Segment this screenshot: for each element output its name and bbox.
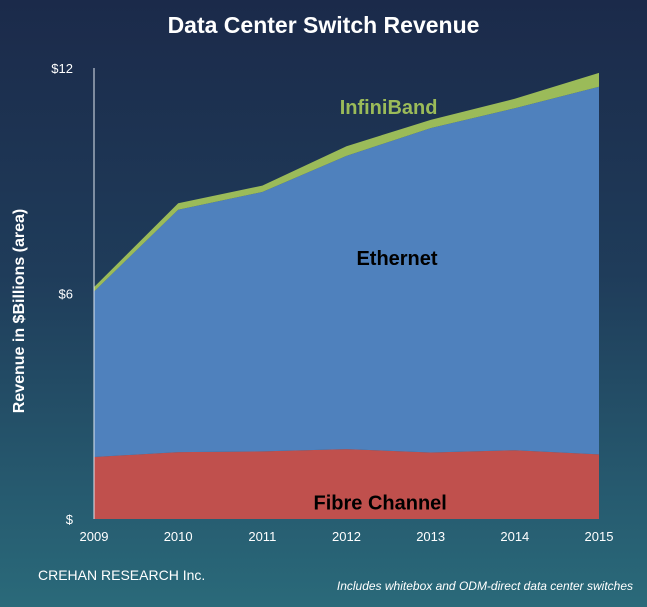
source-credit: CREHAN RESEARCH Inc. xyxy=(38,567,206,583)
x-tick-label: 2009 xyxy=(80,529,109,544)
x-tick-label: 2014 xyxy=(500,529,529,544)
series-label-infiniband: InfiniBand xyxy=(340,97,438,119)
x-tick-label: 2012 xyxy=(332,529,361,544)
y-tick-label: $6 xyxy=(59,287,73,302)
series-label-fibre-channel: Fibre Channel xyxy=(313,493,446,515)
y-tick-labels: $ $6 $12 xyxy=(51,61,73,527)
area-fibre-channel xyxy=(94,449,599,519)
x-tick-label: 2015 xyxy=(585,529,614,544)
footnote: Includes whitebox and ODM-direct data ce… xyxy=(336,579,633,593)
series-labels: Fibre Channel Ethernet InfiniBand xyxy=(313,97,446,515)
area-ethernet xyxy=(94,86,599,458)
x-tick-label: 2011 xyxy=(248,529,276,544)
x-tick-label: 2010 xyxy=(164,529,193,544)
area-infiniband xyxy=(94,72,599,292)
series-label-ethernet: Ethernet xyxy=(356,248,437,270)
y-tick-label: $ xyxy=(66,512,74,527)
x-tick-label: 2013 xyxy=(416,529,445,544)
y-tick-label: $12 xyxy=(51,61,73,76)
area-layers xyxy=(94,72,599,519)
x-tick-labels: 2009 2010 2011 2012 2013 2014 2015 xyxy=(80,529,614,544)
chart-title: Data Center Switch Revenue xyxy=(167,12,480,38)
